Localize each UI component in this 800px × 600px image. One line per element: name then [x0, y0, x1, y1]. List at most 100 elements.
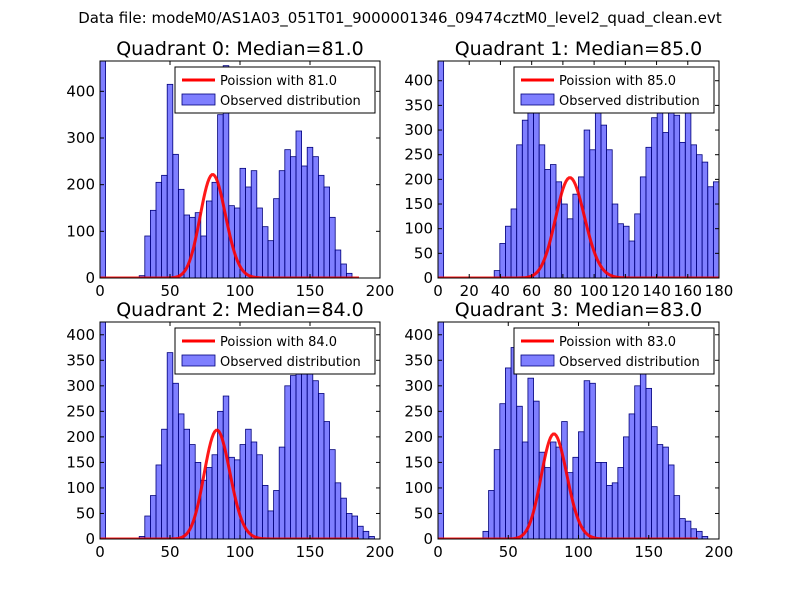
histogram-bar	[312, 156, 319, 278]
histogram-bar	[250, 170, 258, 278]
legend-label-observed: Observed distribution	[220, 355, 361, 370]
histogram-bar	[267, 240, 274, 278]
histogram-bar	[317, 393, 325, 539]
y-tick-label: 200	[66, 176, 95, 194]
quadrant-1-chart: 0 20 40 60 80 100 120 140 160 1800501001502002503…	[404, 38, 742, 300]
histogram-bar	[256, 207, 263, 278]
histogram-bar	[334, 249, 342, 278]
legend: Poission with 83.0 Observed distribution	[513, 327, 715, 375]
y-tick-label: 400	[66, 326, 95, 344]
x-tick-label: 0	[95, 282, 105, 300]
histogram-bar	[600, 124, 607, 278]
histogram-bar	[289, 156, 297, 278]
histogram-bar	[499, 403, 506, 539]
histogram-bars	[438, 61, 742, 278]
x-tick-label: 150	[634, 543, 663, 561]
poisson-curve	[100, 428, 359, 539]
x-tick-label: 100	[226, 282, 255, 300]
histogram-bar	[177, 413, 185, 539]
histogram-bar	[261, 484, 269, 539]
y-tick-label: 150	[66, 453, 95, 471]
histogram-bar	[572, 456, 579, 539]
histogram-bar	[301, 357, 308, 539]
histogram-bar	[267, 510, 274, 539]
y-tick-label: 0	[423, 269, 433, 287]
histogram-bar	[155, 464, 162, 539]
histogram-bar	[239, 167, 246, 278]
y-tick-label: 0	[85, 530, 95, 548]
chart-title: Quadrant 2: Median=84.0	[116, 299, 364, 321]
y-tick-label: 300	[66, 377, 95, 395]
histogram-bar	[161, 174, 168, 278]
histogram-bar	[561, 203, 568, 278]
x-tick-label: 0	[433, 282, 443, 300]
legend-label-observed: Observed distribution	[559, 94, 700, 109]
y-tick-label: 400	[404, 326, 433, 344]
histogram-bar	[200, 235, 207, 278]
histogram-bar	[589, 149, 596, 278]
histogram-bar	[594, 462, 602, 539]
x-tick-label: 50	[160, 543, 179, 561]
histogram-bars	[100, 322, 375, 539]
x-tick-label: 50	[499, 543, 518, 561]
histogram-bar	[736, 271, 742, 278]
histogram-bar	[645, 146, 652, 278]
histogram-bar	[668, 464, 675, 539]
histogram-bar	[628, 413, 636, 539]
histogram-bar	[205, 467, 213, 539]
histogram-bar	[684, 109, 692, 278]
histogram-bar	[100, 322, 106, 539]
histogram-bar	[345, 272, 353, 278]
y-tick-label: 100	[66, 479, 95, 497]
histogram-bar	[438, 322, 445, 539]
y-tick-label: 0	[423, 530, 433, 548]
histogram-bar	[673, 114, 681, 278]
y-tick-label: 150	[404, 195, 433, 213]
histogram-bar	[673, 495, 681, 539]
histogram-bar	[261, 226, 269, 278]
y-tick-label: 350	[66, 351, 95, 369]
legend: Poission with 81.0 Observed distribution	[174, 66, 376, 114]
x-tick-label: 150	[296, 543, 325, 561]
histogram-bars	[438, 322, 709, 539]
legend-label-observed: Observed distribution	[559, 355, 700, 370]
legend-bar-swatch	[520, 354, 555, 367]
y-tick-label: 100	[404, 220, 433, 238]
x-tick-label: 50	[160, 282, 179, 300]
histogram-bar	[600, 462, 607, 539]
histogram-bar	[623, 225, 630, 278]
histogram-bar	[284, 149, 291, 278]
histogram-bar	[634, 213, 641, 278]
histogram-bar	[684, 520, 692, 539]
y-tick-label: 250	[66, 402, 95, 420]
chart-title: Quadrant 1: Median=85.0	[455, 38, 703, 60]
legend-label-poisson: Poission with 85.0	[559, 74, 676, 89]
histogram-bar	[323, 186, 330, 278]
histogram-bar	[510, 208, 518, 278]
x-tick-label: 0	[95, 543, 105, 561]
legend-bar-swatch	[181, 93, 216, 106]
histogram-bar	[211, 454, 218, 539]
histogram-bar	[329, 449, 336, 539]
histogram-bar	[166, 352, 174, 539]
histogram-bar	[550, 441, 557, 539]
histogram-bar	[278, 446, 286, 539]
histogram-bar	[623, 436, 630, 539]
x-tick-label: 140	[642, 282, 671, 300]
histogram-bar	[312, 380, 319, 539]
histogram-bar	[555, 446, 563, 539]
histogram-bar	[725, 243, 731, 278]
x-tick-label: 200	[366, 282, 395, 300]
histogram-bar	[651, 426, 658, 539]
histogram-bar	[166, 83, 174, 278]
quadrant-0-chart: 0 50 100 150 200 0 100 200 300 400 Quadrant 0: Med…	[66, 38, 394, 300]
histogram-bar	[295, 130, 302, 278]
x-tick-label: 40	[491, 282, 510, 300]
histogram-bar	[256, 454, 263, 539]
histogram-bar	[662, 446, 669, 539]
x-tick-label: 160	[673, 282, 702, 300]
histogram-bar	[628, 240, 636, 278]
histogram-bar	[306, 352, 314, 539]
histogram-bar	[656, 102, 664, 278]
